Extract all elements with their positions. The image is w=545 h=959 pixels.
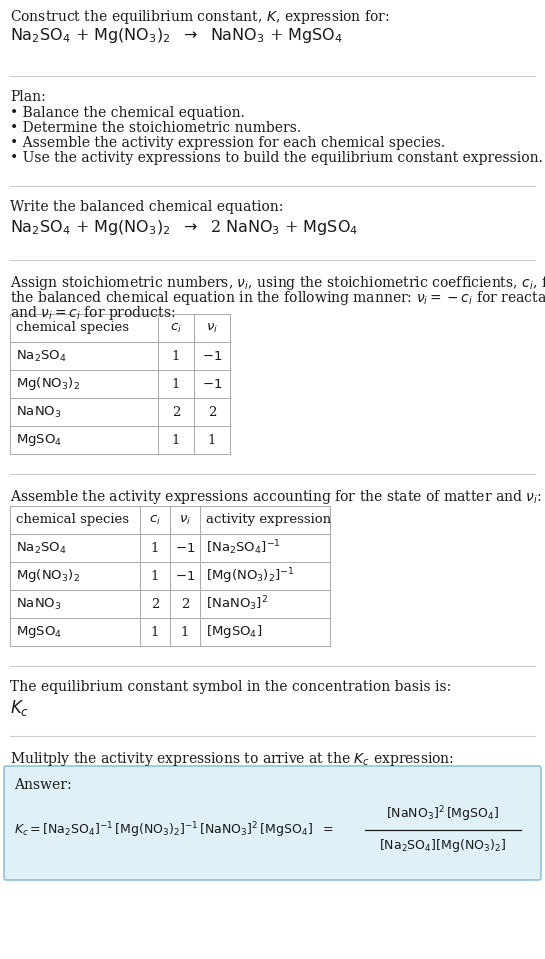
Text: $K_c$: $K_c$ bbox=[10, 698, 29, 718]
Text: $[\mathrm{Na_2SO_4}][\mathrm{Mg(NO_3)_2}]$: $[\mathrm{Na_2SO_4}][\mathrm{Mg(NO_3)_2}… bbox=[379, 837, 506, 854]
Text: $[\mathrm{Mg(NO_3)_2}]^{-1}$: $[\mathrm{Mg(NO_3)_2}]^{-1}$ bbox=[206, 566, 294, 586]
Text: $K_c = [\mathrm{Na_2SO_4}]^{-1}\,[\mathrm{Mg(NO_3)_2}]^{-1}\,[\mathrm{NaNO_3}]^{: $K_c = [\mathrm{Na_2SO_4}]^{-1}\,[\mathr… bbox=[14, 820, 334, 840]
Text: 1: 1 bbox=[172, 378, 180, 390]
Text: 1: 1 bbox=[151, 625, 159, 639]
Text: $\mathrm{Mg(NO_3)_2}$: $\mathrm{Mg(NO_3)_2}$ bbox=[16, 568, 80, 584]
Text: 1: 1 bbox=[208, 433, 216, 447]
Text: $\mathrm{Na_2SO_4}$: $\mathrm{Na_2SO_4}$ bbox=[16, 348, 66, 363]
Text: • Determine the stoichiometric numbers.: • Determine the stoichiometric numbers. bbox=[10, 121, 301, 135]
Text: • Balance the chemical equation.: • Balance the chemical equation. bbox=[10, 106, 245, 120]
Text: $\mathrm{Mg(NO_3)_2}$: $\mathrm{Mg(NO_3)_2}$ bbox=[16, 376, 80, 392]
Text: • Assemble the activity expression for each chemical species.: • Assemble the activity expression for e… bbox=[10, 136, 445, 150]
Text: 2: 2 bbox=[208, 406, 216, 418]
Text: 2: 2 bbox=[181, 597, 189, 611]
Text: $\mathrm{MgSO_4}$: $\mathrm{MgSO_4}$ bbox=[16, 624, 62, 640]
Text: $[\mathrm{NaNO_3}]^{2}$: $[\mathrm{NaNO_3}]^{2}$ bbox=[206, 595, 268, 614]
Text: Construct the equilibrium constant, $K$, expression for:: Construct the equilibrium constant, $K$,… bbox=[10, 8, 390, 26]
Text: 1: 1 bbox=[181, 625, 189, 639]
Text: $[\mathrm{MgSO_4}]$: $[\mathrm{MgSO_4}]$ bbox=[206, 623, 262, 641]
Text: Assemble the activity expressions accounting for the state of matter and $\nu_i$: Assemble the activity expressions accoun… bbox=[10, 488, 542, 506]
Text: chemical species: chemical species bbox=[16, 321, 129, 335]
Text: $\mathrm{Na_2SO_4}$ + $\mathrm{Mg(NO_3)_2}$  $\rightarrow$  2 $\mathrm{NaNO_3}$ : $\mathrm{Na_2SO_4}$ + $\mathrm{Mg(NO_3)_… bbox=[10, 218, 358, 237]
Text: 2: 2 bbox=[151, 597, 159, 611]
FancyBboxPatch shape bbox=[4, 766, 541, 880]
Text: 1: 1 bbox=[151, 570, 159, 582]
Text: the balanced chemical equation in the following manner: $\nu_i = -c_i$ for react: the balanced chemical equation in the fo… bbox=[10, 289, 545, 307]
Text: 1: 1 bbox=[172, 349, 180, 363]
Text: The equilibrium constant symbol in the concentration basis is:: The equilibrium constant symbol in the c… bbox=[10, 680, 451, 694]
Text: $-1$: $-1$ bbox=[202, 378, 222, 390]
Text: $\mathrm{Na_2SO_4}$: $\mathrm{Na_2SO_4}$ bbox=[16, 541, 66, 555]
Text: Assign stoichiometric numbers, $\nu_i$, using the stoichiometric coefficients, $: Assign stoichiometric numbers, $\nu_i$, … bbox=[10, 274, 545, 292]
Text: Write the balanced chemical equation:: Write the balanced chemical equation: bbox=[10, 200, 283, 214]
Text: • Use the activity expressions to build the equilibrium constant expression.: • Use the activity expressions to build … bbox=[10, 151, 543, 165]
Text: 2: 2 bbox=[172, 406, 180, 418]
Text: $\mathrm{NaNO_3}$: $\mathrm{NaNO_3}$ bbox=[16, 596, 62, 612]
Text: 1: 1 bbox=[172, 433, 180, 447]
Text: $\nu_i$: $\nu_i$ bbox=[179, 513, 191, 526]
Text: chemical species: chemical species bbox=[16, 513, 129, 526]
Text: $\mathrm{NaNO_3}$: $\mathrm{NaNO_3}$ bbox=[16, 405, 62, 419]
Text: Mulitply the activity expressions to arrive at the $K_c$ expression:: Mulitply the activity expressions to arr… bbox=[10, 750, 454, 768]
Text: $c_i$: $c_i$ bbox=[170, 321, 182, 335]
Text: 1: 1 bbox=[151, 542, 159, 554]
Text: $-1$: $-1$ bbox=[175, 542, 195, 554]
Text: $\mathrm{Na_2SO_4}$ + $\mathrm{Mg(NO_3)_2}$  $\rightarrow$  $\mathrm{NaNO_3}$ + : $\mathrm{Na_2SO_4}$ + $\mathrm{Mg(NO_3)_… bbox=[10, 26, 343, 45]
Text: $\nu_i$: $\nu_i$ bbox=[206, 321, 218, 335]
Text: Plan:: Plan: bbox=[10, 90, 46, 104]
Text: $c_i$: $c_i$ bbox=[149, 513, 161, 526]
Text: $-1$: $-1$ bbox=[175, 570, 195, 582]
Text: $[\mathrm{NaNO_3}]^{2}\,[\mathrm{MgSO_4}]$: $[\mathrm{NaNO_3}]^{2}\,[\mathrm{MgSO_4}… bbox=[386, 805, 500, 824]
Text: $-1$: $-1$ bbox=[202, 349, 222, 363]
Text: $\mathrm{MgSO_4}$: $\mathrm{MgSO_4}$ bbox=[16, 432, 62, 448]
Text: activity expression: activity expression bbox=[206, 513, 331, 526]
Text: and $\nu_i = c_i$ for products:: and $\nu_i = c_i$ for products: bbox=[10, 304, 175, 322]
Text: Answer:: Answer: bbox=[14, 778, 71, 792]
Text: $[\mathrm{Na_2SO_4}]^{-1}$: $[\mathrm{Na_2SO_4}]^{-1}$ bbox=[206, 539, 281, 557]
